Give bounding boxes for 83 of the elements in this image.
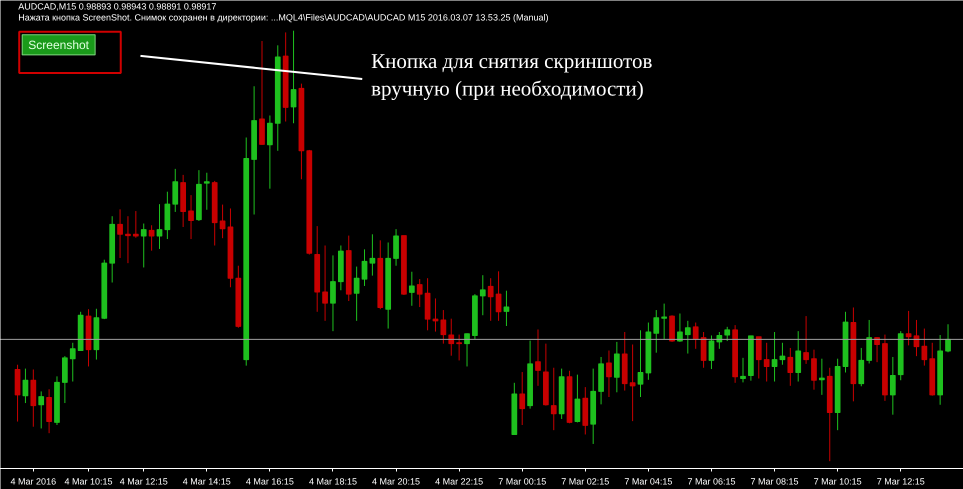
candlestick — [362, 248, 368, 286]
candlestick — [550, 367, 557, 431]
candlestick — [724, 326, 730, 342]
candlestick — [906, 310, 912, 346]
candlestick — [496, 270, 502, 322]
candlestick — [922, 328, 928, 366]
x-tick-label: 4 Mar 16:15 — [246, 476, 294, 486]
candlestick — [772, 332, 778, 382]
x-tick-label: 4 Mar 20:15 — [372, 476, 420, 486]
candlestick — [606, 350, 612, 398]
candlestick — [866, 319, 872, 364]
x-tick-label: 7 Mar 02:15 — [561, 476, 610, 486]
x-tick-label: 7 Mar 10:15 — [814, 476, 862, 486]
candlestick — [914, 319, 920, 357]
candlestick — [630, 344, 636, 422]
candlestick — [795, 330, 802, 382]
candlestick — [780, 342, 786, 366]
candlestick — [188, 194, 194, 240]
candlestick — [480, 274, 486, 316]
candlestick — [290, 30, 296, 124]
candlestick — [22, 368, 28, 404]
candlestick — [653, 310, 660, 354]
x-tick-label: 4 Mar 18:15 — [308, 476, 357, 486]
x-tick-label: 7 Mar 04:15 — [624, 476, 672, 486]
candlestick — [172, 168, 178, 212]
annotation: Screenshot — [28, 38, 90, 52]
candlestick — [117, 208, 123, 258]
candlestick — [803, 316, 809, 364]
annotation: Кнопка для снятия скриншотов вручную (при необходимости) — [371, 48, 652, 100]
candlestick — [519, 372, 526, 426]
candlestick — [416, 278, 423, 308]
candlestick — [70, 342, 76, 382]
x-tick-label: 4 Mar 2016 — [10, 476, 56, 486]
candlestick — [220, 204, 226, 239]
candlestick — [38, 390, 44, 429]
candlestick — [858, 347, 864, 387]
candlestick — [677, 313, 683, 342]
candlestick — [756, 336, 762, 380]
chart-subtitle: Нажата кнопка ScreenShot. Снимок сохранен в директории: ...MQL4\Files\AUDCAD\AUDCAD M15 2016.03.07 13.53.25 (Manual) — [18, 12, 548, 23]
candlestick — [764, 342, 770, 382]
candlestick — [393, 228, 399, 266]
candlestick — [661, 303, 668, 340]
candlestick — [818, 358, 825, 396]
candlestick — [432, 298, 438, 332]
candlestick — [132, 210, 139, 238]
candlestick — [874, 336, 880, 363]
candlestick — [708, 334, 714, 370]
candlestick — [945, 324, 951, 353]
candlestick — [464, 332, 470, 367]
candlestick — [488, 278, 494, 322]
candlestick — [811, 349, 817, 390]
candlestick — [156, 204, 162, 250]
candlestick — [787, 347, 794, 386]
candlestick — [322, 244, 328, 322]
candlestick — [148, 224, 154, 252]
x-tick-label: 7 Mar 08:15 — [750, 476, 799, 486]
x-tick-label: 7 Mar 06:15 — [687, 476, 736, 486]
candlestick — [125, 216, 131, 264]
candlestick — [574, 374, 580, 423]
candlestick — [700, 332, 706, 368]
candlestick — [440, 310, 446, 344]
candlestick — [692, 322, 699, 350]
candlestick — [204, 172, 210, 210]
candlestick — [684, 320, 691, 354]
chart-title: AUDCAD,M15 0.98893 0.98943 0.98891 0.98917 — [18, 2, 216, 12]
x-tick-label: 7 Mar 00:15 — [498, 476, 546, 486]
x-tick-label: 4 Mar 14:15 — [182, 476, 231, 486]
candlestick — [140, 223, 147, 268]
x-tick-label: 4 Mar 12:15 — [120, 476, 168, 486]
candlestick — [535, 328, 541, 386]
candlestick — [267, 114, 273, 190]
candlestick — [638, 330, 644, 398]
x-tick-label: 4 Mar 10:15 — [64, 476, 113, 486]
candlestick — [614, 341, 620, 393]
candlestick — [370, 234, 376, 276]
candlestick — [504, 290, 510, 326]
candlestick — [408, 271, 415, 306]
candlestick — [740, 357, 746, 383]
candlestick — [890, 356, 896, 416]
candlestick — [354, 266, 360, 322]
x-tick-label: 4 Mar 22:15 — [435, 476, 484, 486]
candlestick — [330, 254, 336, 332]
x-tick-label: 7 Mar 12:15 — [876, 476, 925, 486]
